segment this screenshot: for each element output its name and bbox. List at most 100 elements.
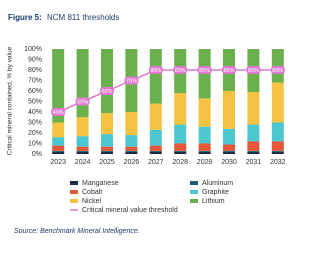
bar-segment — [76, 146, 89, 151]
bar-segment — [271, 82, 284, 123]
bar-segment — [52, 150, 65, 152]
bar-segment — [198, 126, 211, 144]
legend-label: Aluminum — [202, 180, 233, 187]
bar-segment — [76, 49, 89, 118]
bar-segment — [174, 150, 187, 152]
bar-segment — [52, 151, 65, 154]
bar-segment — [76, 151, 89, 154]
bar-segment — [149, 145, 162, 151]
bar-segment — [52, 145, 65, 151]
y-axis-label: Critical mineral contained, % by value — [7, 46, 14, 155]
y-tick-label: 10% — [28, 140, 42, 147]
legend-swatch — [190, 190, 198, 194]
y-tick-label: 70% — [28, 77, 42, 84]
bar-segment — [101, 134, 113, 147]
bar-segment — [76, 117, 89, 137]
bar-segment — [101, 146, 113, 151]
threshold-label: 80% — [199, 68, 210, 74]
threshold-label: 70% — [126, 78, 137, 84]
threshold-label: 80% — [175, 68, 186, 74]
threshold-label-box — [173, 66, 188, 74]
bar-segment — [247, 92, 260, 125]
legend-label: Manganese — [82, 180, 119, 187]
bar-segment — [149, 150, 162, 152]
x-tick-label: 2024 — [75, 159, 91, 166]
bar-segment — [271, 141, 284, 151]
bar-segment — [149, 103, 162, 130]
legend-swatch — [70, 199, 78, 203]
bar-segment — [174, 143, 187, 151]
threshold-label-box — [222, 66, 236, 74]
threshold-label: 40% — [53, 110, 64, 116]
bar-segment — [125, 135, 138, 147]
bar-segment — [76, 136, 89, 147]
x-tick-label: 2029 — [197, 159, 213, 166]
bar-segment — [247, 124, 260, 142]
x-tick-label: 2028 — [172, 159, 188, 166]
x-tick-label: 2025 — [99, 159, 115, 166]
bar-segment — [125, 150, 138, 152]
y-tick-label: 90% — [28, 56, 42, 63]
legend-swatch — [70, 181, 78, 185]
threshold-label: 80% — [272, 68, 283, 74]
threshold-label-box — [75, 97, 90, 106]
bar-segment — [223, 128, 235, 145]
bar-segment — [247, 141, 260, 151]
threshold-line — [57, 69, 278, 113]
bar-segment — [271, 150, 284, 152]
bar-segment — [125, 151, 138, 154]
bar-segment — [223, 144, 235, 151]
bar-segment — [174, 93, 187, 125]
bar-segment — [223, 91, 235, 129]
threshold-label-box — [197, 66, 212, 74]
bar-segment — [101, 113, 113, 135]
threshold-label-box — [124, 76, 139, 85]
y-tick-label: 100% — [24, 46, 42, 53]
legend-swatch — [70, 190, 78, 194]
bar-segment — [125, 112, 138, 136]
threshold-label-box — [270, 66, 285, 74]
bar-segment — [247, 150, 260, 152]
legend-label: Critical mineral value threshold — [82, 207, 178, 214]
y-tick-label: 30% — [28, 119, 42, 126]
legend-label: Graphite — [202, 189, 229, 196]
bar-segment — [223, 151, 235, 154]
y-tick-label: 0% — [32, 151, 42, 158]
bar-segment — [52, 137, 65, 146]
legend-swatch — [190, 199, 198, 203]
x-tick-label: 2023 — [50, 159, 66, 166]
bar-segment — [149, 151, 162, 154]
bar-segment — [149, 49, 162, 104]
bar-segment — [76, 150, 89, 152]
bar-segment — [52, 122, 65, 138]
y-tick-label: 60% — [28, 88, 42, 95]
threshold-label: 60% — [101, 89, 112, 95]
y-tick-label: 40% — [28, 109, 42, 116]
x-tick-label: 2026 — [124, 159, 140, 166]
legend-label: Nickel — [82, 198, 102, 205]
bar-segment — [101, 151, 113, 154]
y-tick-label: 80% — [28, 67, 42, 74]
bar-segment — [174, 151, 187, 154]
x-tick-label: 2032 — [270, 159, 286, 166]
threshold-label-box — [51, 108, 66, 116]
legend-label: Lithium — [202, 198, 225, 205]
bar-segment — [198, 150, 211, 152]
source: Source: Benchmark Mineral Intelligence. — [14, 228, 140, 235]
bar-segment — [52, 49, 65, 123]
bar-segment — [271, 151, 284, 154]
x-tick-label: 2031 — [246, 159, 262, 166]
bar-segment — [125, 146, 138, 151]
y-tick-label: 50% — [28, 98, 42, 105]
bar-segment — [101, 150, 113, 152]
bar-segment — [198, 151, 211, 154]
figure-label: Figure 5: — [8, 13, 42, 22]
threshold-label: 80% — [248, 68, 259, 74]
legend-label: Cobalt — [82, 189, 102, 196]
bar-segment — [247, 151, 260, 154]
bar-segment — [271, 49, 284, 83]
threshold-label-box — [246, 66, 261, 74]
threshold-label: 80% — [223, 68, 234, 74]
threshold-label-box — [148, 66, 163, 74]
